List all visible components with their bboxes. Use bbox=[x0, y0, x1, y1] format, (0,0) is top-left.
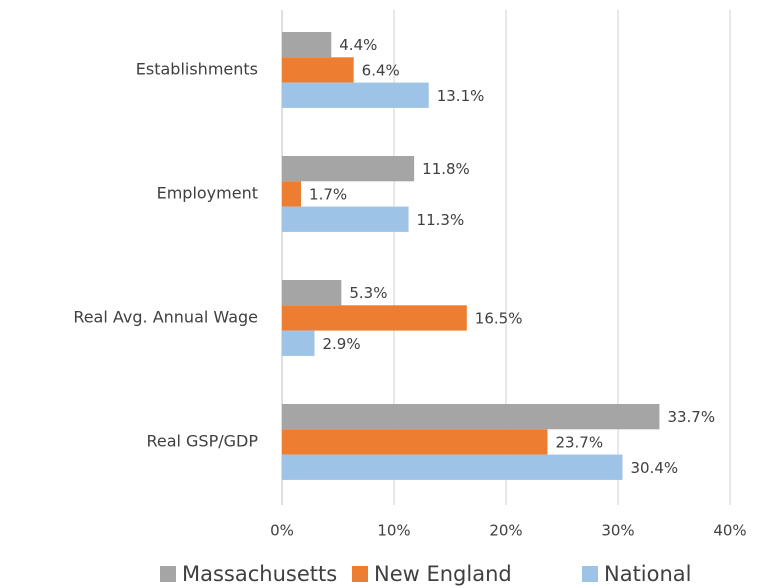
legend-label: New England bbox=[374, 562, 512, 586]
legend-swatch bbox=[582, 566, 598, 582]
x-tick-label: 40% bbox=[713, 522, 746, 540]
value-label: 13.1% bbox=[437, 87, 485, 105]
x-tick-label: 30% bbox=[601, 522, 634, 540]
bar bbox=[282, 404, 660, 430]
value-label: 11.3% bbox=[417, 211, 465, 229]
value-label: 11.8% bbox=[422, 160, 470, 178]
value-label: 33.7% bbox=[667, 408, 715, 426]
x-tick-label: 20% bbox=[489, 522, 522, 540]
value-label: 5.3% bbox=[349, 284, 387, 302]
value-label: 4.4% bbox=[339, 36, 377, 54]
bar bbox=[282, 454, 623, 480]
bar bbox=[282, 32, 332, 58]
bar bbox=[282, 305, 467, 331]
x-tick-label: 10% bbox=[377, 522, 410, 540]
category-label: Employment bbox=[157, 183, 258, 202]
value-label: 2.9% bbox=[322, 335, 360, 353]
value-label: 16.5% bbox=[475, 309, 523, 327]
legend-label: Massachusetts bbox=[182, 562, 337, 586]
category-label: Real Avg. Annual Wage bbox=[73, 307, 258, 326]
bar bbox=[282, 156, 415, 182]
bar bbox=[282, 280, 342, 306]
legend-swatch bbox=[160, 566, 176, 582]
value-label: 1.7% bbox=[309, 185, 347, 203]
x-tick-label: 0% bbox=[270, 522, 294, 540]
bar bbox=[282, 206, 409, 232]
bar bbox=[282, 57, 354, 83]
bar bbox=[282, 429, 548, 455]
bar bbox=[282, 181, 302, 207]
value-label: 30.4% bbox=[630, 459, 678, 477]
value-label: 23.7% bbox=[555, 433, 603, 451]
category-label: Establishments bbox=[136, 59, 258, 78]
legend-label: National bbox=[604, 562, 692, 586]
legend-swatch bbox=[352, 566, 368, 582]
category-label: Real GSP/GDP bbox=[146, 431, 258, 450]
value-label: 6.4% bbox=[362, 61, 400, 79]
bar bbox=[282, 330, 315, 356]
bar bbox=[282, 82, 429, 108]
